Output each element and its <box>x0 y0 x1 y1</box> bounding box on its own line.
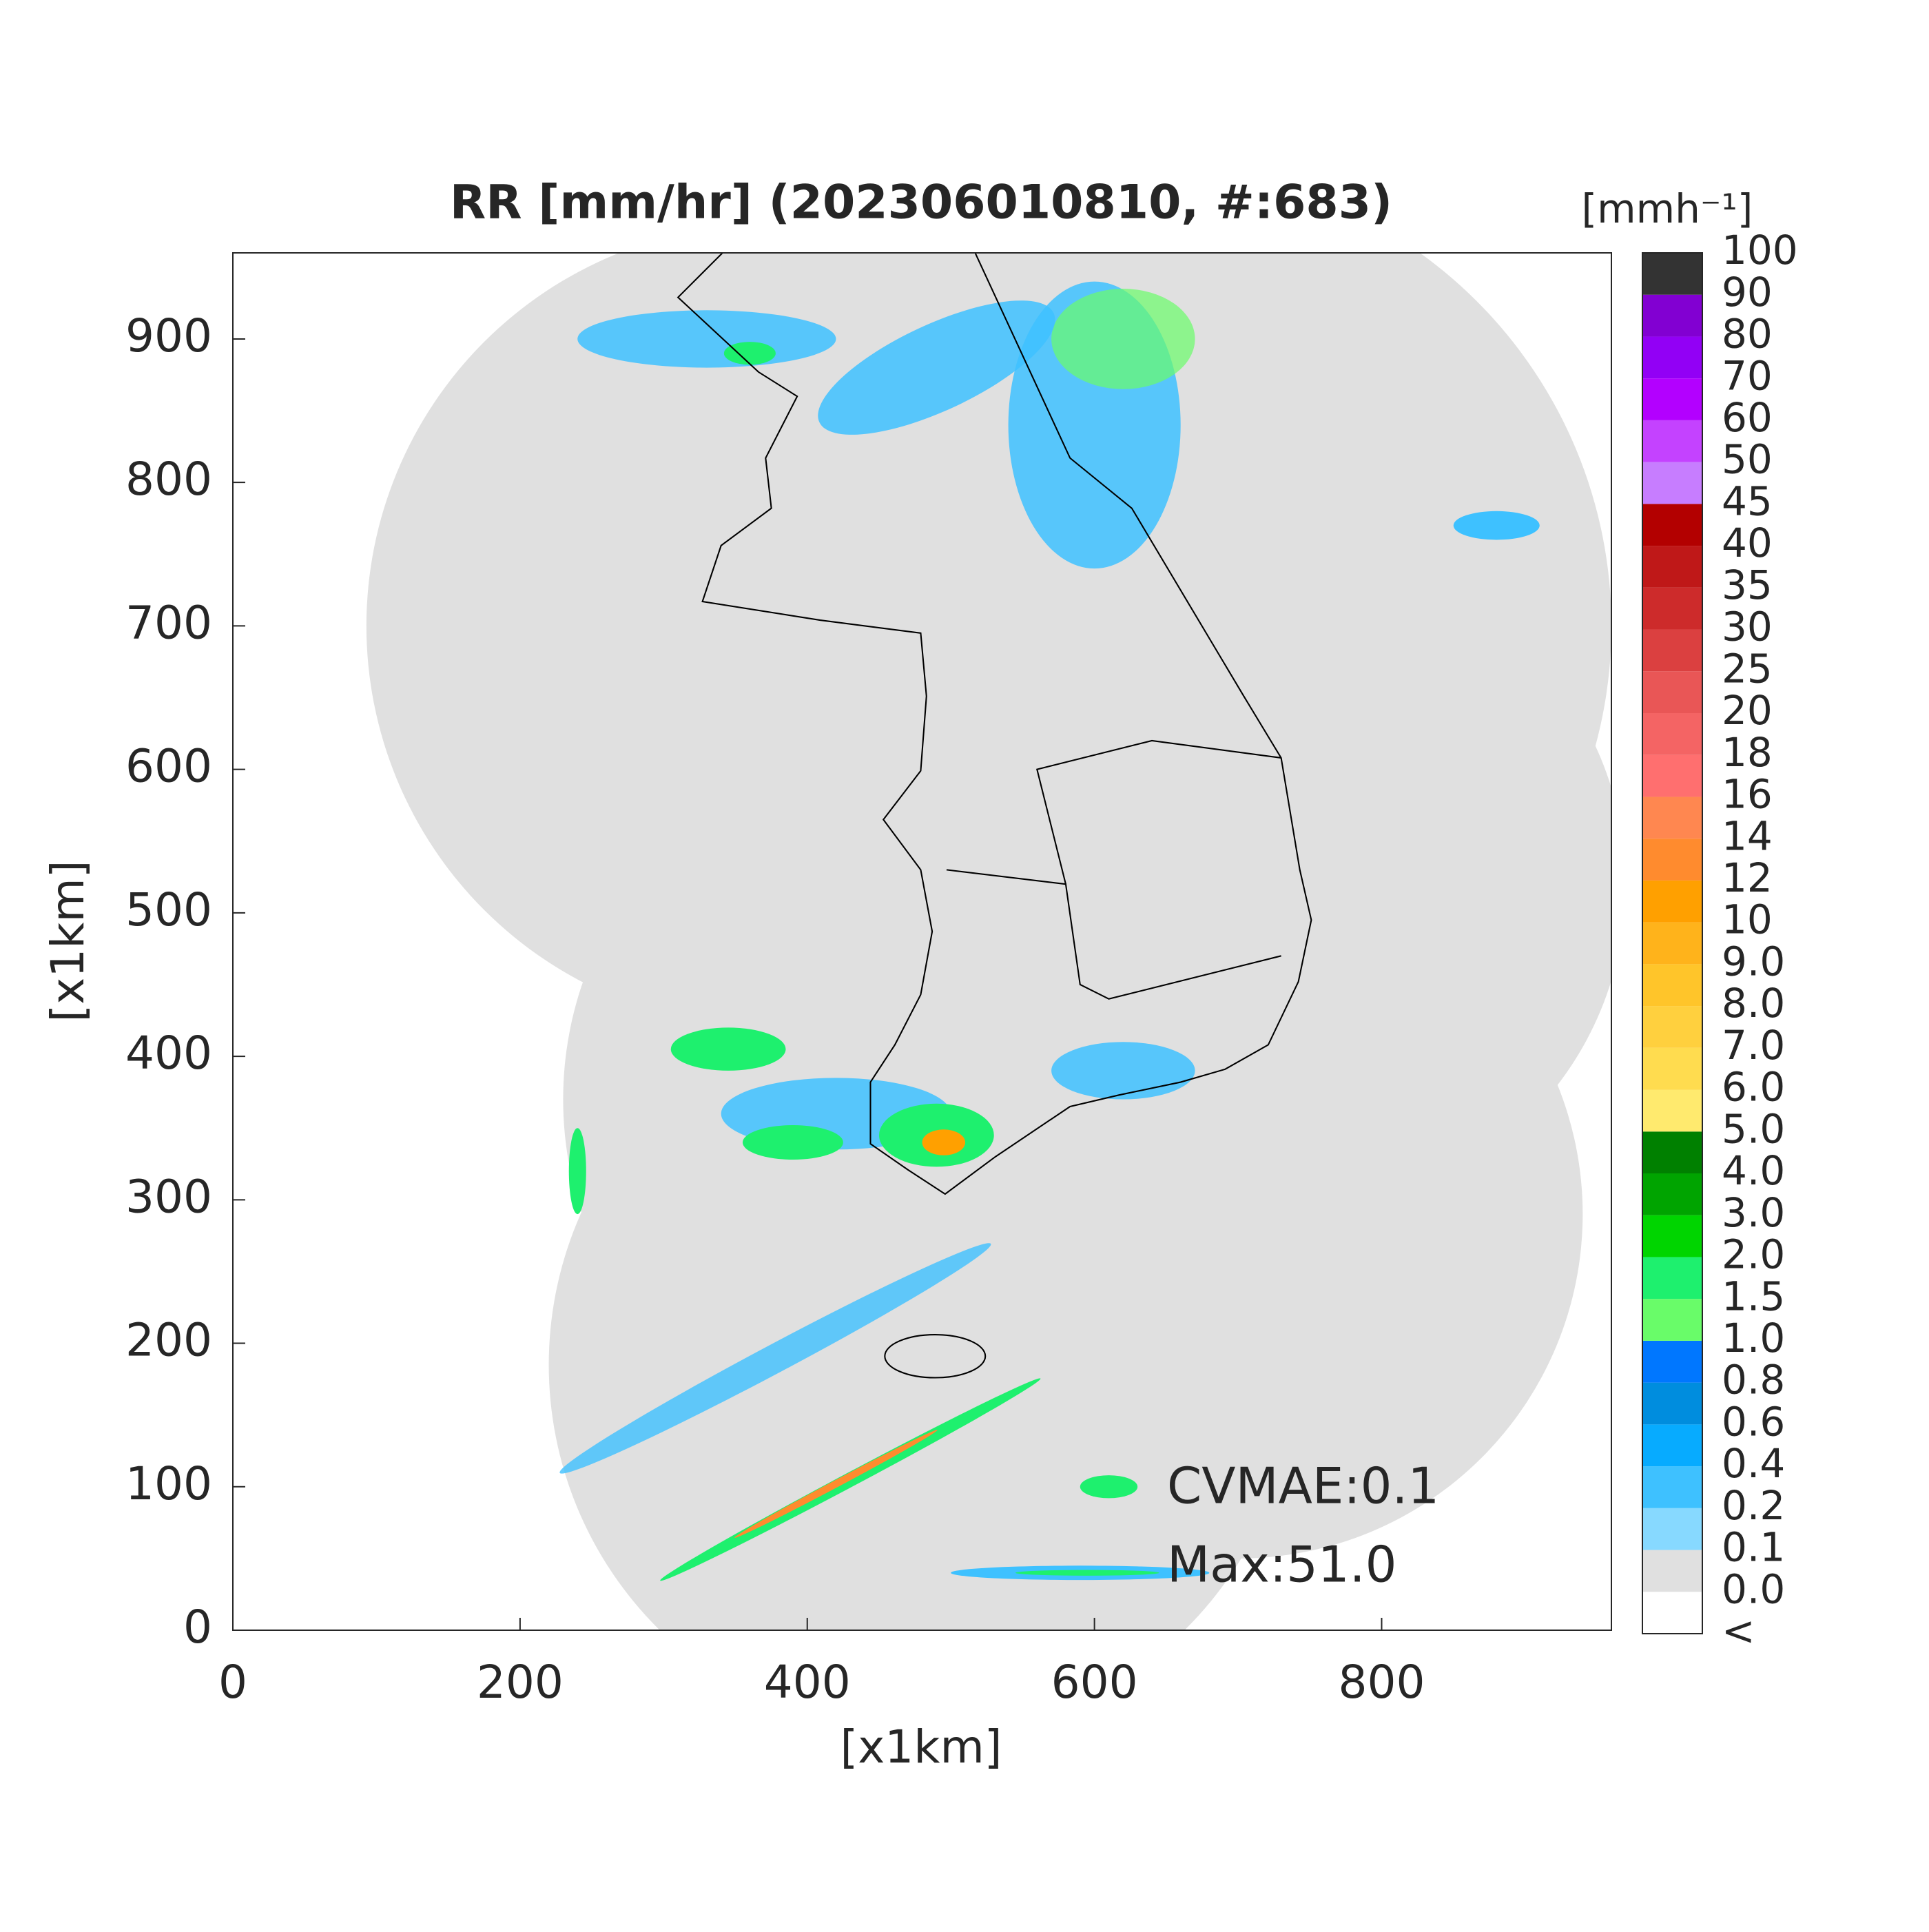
annotation: Max:51.0 <box>1167 1536 1396 1594</box>
colorbar-tick-label: 2.0 <box>1722 1231 1785 1278</box>
colorbar-tick-label: 0.1 <box>1722 1524 1785 1571</box>
y-tick-label: 900 <box>125 309 212 362</box>
colorbar-swatch <box>1642 1550 1702 1592</box>
colorbar-tick-label: 18 <box>1722 729 1773 776</box>
colorbar-swatch <box>1642 671 1702 713</box>
colorbar-swatch <box>1642 378 1702 420</box>
y-axis-label: [x1km] <box>41 860 94 1022</box>
colorbar-swatch <box>1642 1508 1702 1550</box>
colorbar-tick-label: 45 <box>1722 477 1773 524</box>
colorbar-tick-label: 100 <box>1722 227 1798 274</box>
colorbar-swatch <box>1642 546 1702 588</box>
x-tick-label: 0 <box>218 1656 247 1709</box>
x-tick-label: 600 <box>1051 1656 1138 1709</box>
colorbar-tick-label: 8.0 <box>1722 980 1785 1027</box>
coastline <box>677 253 1312 1379</box>
y-tick-label: 200 <box>125 1314 212 1367</box>
colorbar-tick-label: 35 <box>1722 562 1773 608</box>
colorbar-swatch <box>1642 1006 1702 1048</box>
colorbar-tick-label: 7.0 <box>1722 1022 1785 1069</box>
colorbar-swatch <box>1642 462 1702 504</box>
colorbar-tick-label: 80 <box>1722 311 1773 358</box>
map-km-space <box>367 253 1611 1630</box>
colorbar-swatch <box>1642 1173 1702 1215</box>
colorbar-swatch <box>1642 839 1702 881</box>
colorbar-swatch <box>1642 1340 1702 1383</box>
colorbar-swatch <box>1642 1215 1702 1257</box>
colorbar-tick-label: 30 <box>1722 604 1773 650</box>
colorbar-swatch <box>1642 1424 1702 1467</box>
colorbar-tick-label: 9.0 <box>1722 938 1785 985</box>
colorbar-tick-label: 0.6 <box>1722 1398 1785 1445</box>
plot-frame <box>232 252 1612 1631</box>
colorbar-tick-label: 10 <box>1722 896 1773 943</box>
colorbar-tick-label: 4.0 <box>1722 1147 1785 1194</box>
colorbar-tick-label: 40 <box>1722 520 1773 566</box>
rain-patches <box>559 281 1540 1581</box>
y-tick-label: 0 <box>183 1601 212 1654</box>
map-layer <box>367 253 1611 1630</box>
x-tick-label: 400 <box>764 1656 851 1709</box>
colorbar-label: [mmh⁻¹] <box>1582 185 1753 232</box>
colorbar-swatch <box>1642 964 1702 1007</box>
colorbar-tick-label: 20 <box>1722 687 1773 734</box>
colorbar-swatch <box>1642 922 1702 965</box>
colorbar-swatch <box>1642 420 1702 462</box>
colorbar-tick-label: 0.0 <box>1722 1565 1785 1612</box>
colorbar-tick-label: 70 <box>1722 352 1773 399</box>
radar-coverage <box>367 253 1611 1630</box>
colorbar-swatch <box>1642 1089 1702 1132</box>
colorbar-swatch <box>1642 797 1702 839</box>
colorbar-swatch <box>1642 1257 1702 1299</box>
colorbar-tick-label: 12 <box>1722 854 1773 901</box>
colorbar-tick-label: 5.0 <box>1722 1105 1785 1152</box>
colorbar-swatch <box>1642 336 1702 379</box>
colorbar-tick-label: 1.5 <box>1722 1273 1785 1319</box>
colorbar-tick-label: 0.8 <box>1722 1357 1785 1404</box>
colorbar-swatch <box>1642 1047 1702 1090</box>
colorbar-tick-label: 14 <box>1722 812 1773 859</box>
colorbar-swatch <box>1642 754 1702 797</box>
colorbar-tick-label: < <box>1722 1607 1755 1654</box>
colorbar-swatch <box>1642 1466 1702 1508</box>
colorbar-tick-label: 3.0 <box>1722 1189 1785 1236</box>
colorbar-swatch <box>1642 587 1702 630</box>
x-axis-label: [x1km] <box>840 1720 1002 1774</box>
colorbar-tick-label: 6.0 <box>1722 1064 1785 1111</box>
colorbar-tick-label: 1.0 <box>1722 1315 1785 1361</box>
y-tick-label: 500 <box>125 883 212 936</box>
y-tick-label: 700 <box>125 596 212 649</box>
y-tick-label: 300 <box>125 1170 212 1223</box>
x-tick-label: 200 <box>477 1656 564 1709</box>
annotation: CVMAE:0.1 <box>1167 1457 1439 1515</box>
colorbar-swatch <box>1642 1299 1702 1341</box>
colorbar-swatch <box>1642 713 1702 755</box>
colorbar-tick-label: 25 <box>1722 645 1773 692</box>
colorbar-swatch <box>1642 1382 1702 1425</box>
y-tick-label: 100 <box>125 1457 212 1510</box>
colorbar-tick-label: 16 <box>1722 771 1773 818</box>
colorbar-swatch <box>1642 629 1702 672</box>
colorbar-tick-label: 0.2 <box>1722 1482 1785 1529</box>
colorbar-tick-label: 0.4 <box>1722 1440 1785 1487</box>
y-tick-label: 800 <box>125 453 212 506</box>
colorbar-tick-label: 60 <box>1722 394 1773 441</box>
colorbar-swatch <box>1642 294 1702 337</box>
colorbar-frame <box>1642 252 1703 1634</box>
colorbar-tick-label: 90 <box>1722 269 1773 316</box>
y-tick-label: 400 <box>125 1027 212 1080</box>
colorbar-swatch <box>1642 1131 1702 1173</box>
colorbar-swatch <box>1642 504 1702 546</box>
colorbar-swatch <box>1642 880 1702 923</box>
colorbar-tick-label: 50 <box>1722 436 1773 483</box>
colorbar-swatch <box>1642 253 1702 295</box>
y-tick-label: 600 <box>125 740 212 793</box>
chart-title: RR [mm/hr] (202306010810, #:683) <box>450 176 1392 230</box>
colorbar-swatch <box>1642 1592 1702 1634</box>
x-tick-label: 800 <box>1339 1656 1425 1709</box>
